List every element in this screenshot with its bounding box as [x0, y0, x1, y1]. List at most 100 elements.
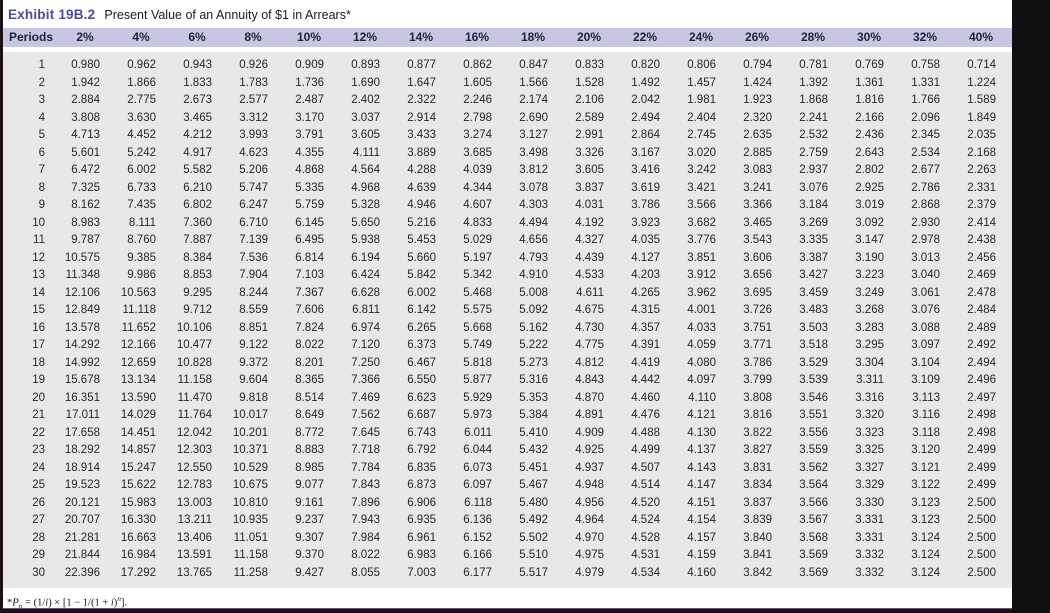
- footnote-asterisk: *: [7, 597, 13, 609]
- value-cell: 8.244: [239, 286, 268, 299]
- value-cell: 9.986: [127, 269, 156, 281]
- value-cell: 8.055: [351, 566, 380, 579]
- period-cell: 23: [32, 444, 45, 456]
- value-cell: 4.623: [239, 146, 268, 159]
- value-cell: 5.029: [463, 234, 492, 246]
- value-cell: 3.249: [855, 286, 884, 299]
- value-cell: 19.523: [64, 479, 100, 491]
- value-cell: 3.241: [743, 181, 772, 194]
- value-cell: 6.166: [463, 549, 492, 561]
- value-cell: 3.113: [912, 391, 940, 404]
- value-cell: 6.906: [407, 496, 436, 509]
- value-cell: 3.791: [295, 129, 324, 141]
- footnote-eq-part1: = (1/: [22, 597, 46, 609]
- column-header-periods: Periods: [9, 30, 54, 44]
- value-cell: 6.136: [463, 514, 492, 526]
- table-row: 29 21.844 16.984 13.591 11.158 9.370 8.022 6.98…: [3, 547, 1012, 565]
- value-cell: 4.001: [687, 304, 716, 316]
- value-cell: 2.096: [911, 111, 940, 124]
- footnote-close-paren: ): [113, 597, 118, 609]
- value-cell: 2.168: [967, 146, 996, 159]
- value-cell: 3.786: [743, 356, 772, 369]
- value-cell: 13.765: [176, 566, 212, 579]
- value-cell: 2.484: [967, 304, 996, 316]
- value-cell: 3.498: [519, 146, 548, 159]
- value-cell: 6.472: [71, 164, 100, 176]
- value-cell: 2.798: [463, 111, 492, 124]
- value-cell: 2.469: [967, 269, 996, 281]
- period-cell: 25: [32, 479, 45, 491]
- value-cell: 3.569: [799, 549, 828, 561]
- value-cell: 0.862: [463, 59, 492, 71]
- value-cell: 3.619: [631, 181, 660, 194]
- value-cell: 2.500: [967, 531, 996, 544]
- table-row: 7 6.472 6.002 5.582 5.206 4.868 4.564 4.288 4.03…: [3, 162, 1012, 180]
- value-cell: 3.274: [463, 129, 492, 141]
- period-cell: 9: [38, 199, 45, 211]
- value-cell: 3.816: [743, 409, 772, 421]
- value-cell: 4.419: [631, 356, 660, 369]
- value-cell: 6.002: [127, 164, 156, 176]
- value-cell: 12.550: [176, 461, 212, 474]
- value-cell: 4.035: [631, 234, 660, 246]
- value-cell: 4.979: [575, 566, 604, 579]
- value-cell: 11.470: [177, 391, 212, 404]
- value-cell: 5.575: [463, 304, 492, 316]
- value-cell: 13.003: [176, 496, 212, 509]
- value-cell: 3.503: [799, 321, 828, 334]
- value-cell: 3.013: [911, 251, 940, 264]
- value-cell: 6.097: [463, 479, 492, 491]
- value-cell: 3.912: [687, 269, 716, 281]
- value-cell: 6.550: [407, 374, 436, 386]
- value-cell: 4.956: [575, 496, 604, 509]
- value-cell: 2.864: [631, 129, 660, 141]
- value-cell: 5.492: [519, 514, 548, 526]
- column-header-rate: 12%: [352, 30, 378, 44]
- value-cell: 1.331: [911, 76, 940, 89]
- value-cell: 3.330: [855, 496, 884, 509]
- value-cell: 13.406: [176, 531, 212, 544]
- value-cell: 4.909: [575, 426, 604, 439]
- value-cell: 3.695: [743, 286, 772, 299]
- value-cell: 7.645: [351, 426, 380, 439]
- value-cell: 5.818: [463, 356, 492, 369]
- value-cell: 6.687: [407, 409, 436, 421]
- value-cell: 7.824: [295, 321, 324, 334]
- value-cell: 3.771: [743, 339, 772, 351]
- value-cell: 3.147: [855, 234, 884, 246]
- value-cell: 6.467: [407, 356, 436, 369]
- value-cell: 3.083: [743, 164, 772, 176]
- value-cell: 3.120: [911, 444, 940, 456]
- value-cell: 4.564: [351, 164, 380, 176]
- value-cell: 3.786: [631, 199, 660, 211]
- value-cell: 2.775: [127, 94, 156, 106]
- value-cell: 4.607: [463, 199, 492, 211]
- value-cell: 0.781: [799, 59, 828, 71]
- value-cell: 3.325: [855, 444, 884, 456]
- value-cell: 7.435: [127, 199, 156, 211]
- value-cell: 0.847: [519, 59, 548, 71]
- annuity-table-body: 1 0.980 0.962 0.943 0.926 0.909 0.893 0.877 0.86…: [3, 52, 1012, 588]
- value-cell: 2.930: [911, 216, 940, 229]
- value-cell: 3.776: [687, 234, 716, 246]
- value-cell: 5.601: [71, 146, 100, 159]
- value-cell: 3.331: [855, 514, 884, 526]
- value-cell: 1.868: [799, 94, 828, 106]
- value-cell: 2.499: [967, 444, 996, 456]
- value-cell: 10.371: [232, 444, 268, 456]
- value-cell: 1.736: [295, 76, 324, 89]
- table-row: 2 1.942 1.866 1.833 1.783 1.736 1.690 1.647 1.60…: [3, 75, 1012, 93]
- value-cell: 0.877: [407, 59, 436, 71]
- table-row: 24 18.914 15.247 12.550 10.529 8.985 7.784 6.83…: [3, 460, 1012, 478]
- period-cell: 18: [32, 356, 45, 369]
- value-cell: 2.991: [575, 129, 604, 141]
- value-cell: 3.190: [855, 251, 884, 264]
- value-cell: 3.808: [743, 391, 772, 404]
- value-cell: 8.365: [295, 374, 324, 386]
- value-cell: 1.942: [71, 76, 100, 89]
- column-header-rate: 4%: [132, 30, 150, 44]
- value-cell: 3.124: [911, 531, 940, 544]
- table-row: 12 10.575 9.385 8.384 7.536 6.814 6.194 5.660 5.…: [3, 250, 1012, 268]
- footnote-eq-part2: ) × [1 − 1/(1 +: [48, 597, 111, 609]
- period-cell: 29: [32, 549, 45, 561]
